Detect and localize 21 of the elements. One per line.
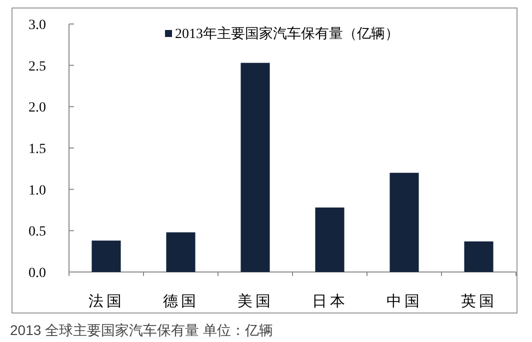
legend-label: 2013年主要国家汽车保有量（亿辆） <box>175 26 399 42</box>
y-tick-label: 1.0 <box>28 183 46 198</box>
x-tick-label: 中国 <box>386 293 422 310</box>
bar <box>390 172 419 272</box>
x-tick-label: 日本 <box>312 293 348 310</box>
x-tick-label: 法国 <box>88 293 124 310</box>
y-tick-label: 0.0 <box>28 266 46 281</box>
y-tick-label: 2.0 <box>28 100 46 116</box>
y-tick-label: 0.5 <box>28 224 46 240</box>
x-tick-label: 美国 <box>237 293 274 310</box>
x-tick-label: 德国 <box>162 294 199 310</box>
y-tick-label: 1.5 <box>28 142 46 157</box>
bar <box>315 208 344 272</box>
bar <box>464 241 494 272</box>
y-tick-label: 3.0 <box>28 18 46 33</box>
x-tick-label: 英国 <box>460 293 497 310</box>
y-tick-label: 2.5 <box>28 59 46 74</box>
bar <box>166 232 196 272</box>
bar <box>240 62 270 272</box>
bar <box>92 240 121 272</box>
text: 2013 全球主要国家汽车保有量 单位：亿辆 <box>10 322 273 338</box>
